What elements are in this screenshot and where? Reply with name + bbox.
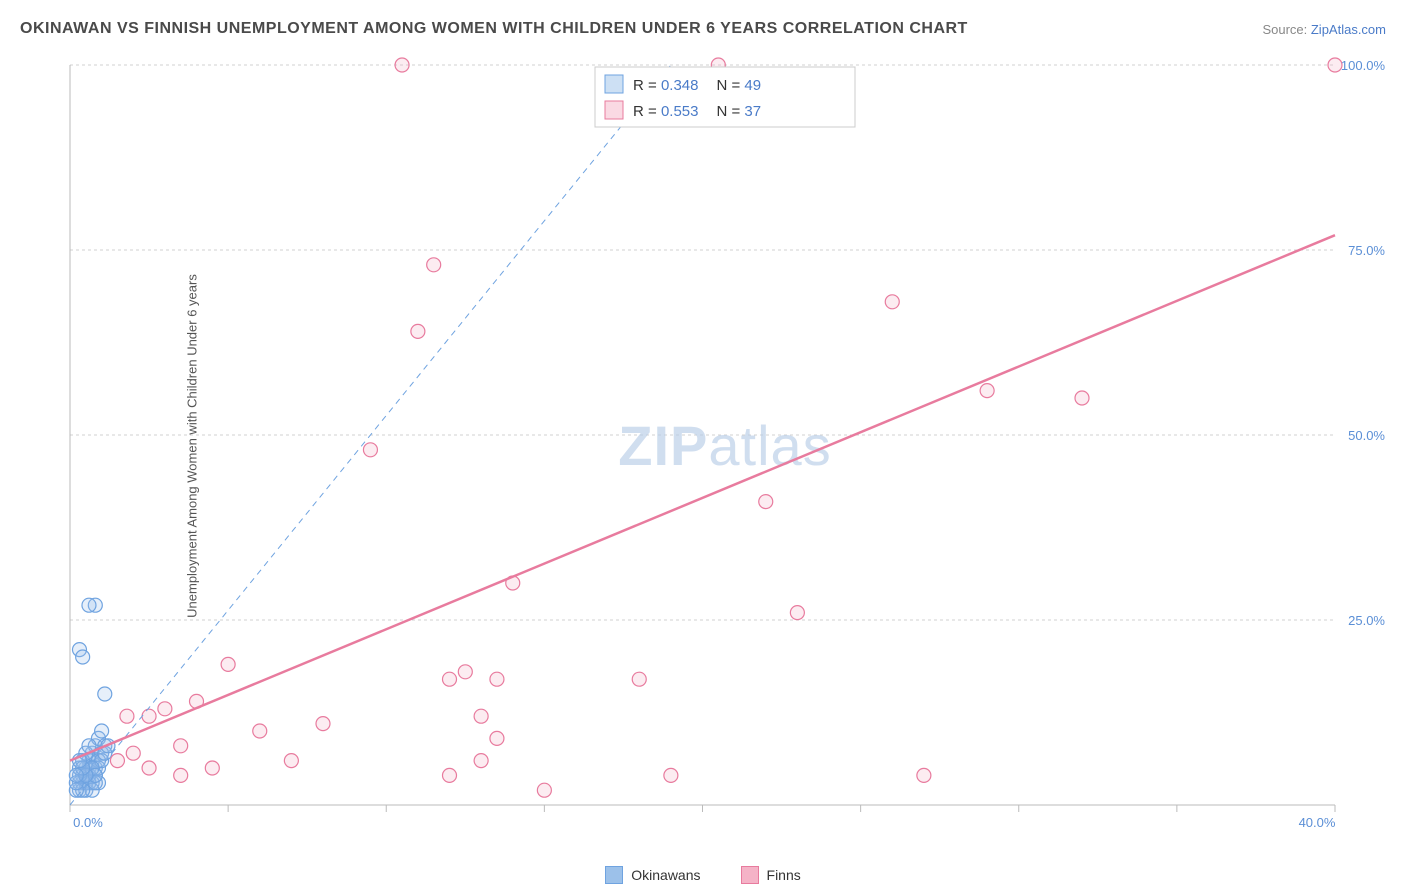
data-point-finns[interactable]	[1075, 391, 1089, 405]
legend-label-okinawans: Okinawans	[631, 867, 700, 883]
data-point-finns[interactable]	[759, 495, 773, 509]
data-point-finns[interactable]	[790, 606, 804, 620]
data-point-finns[interactable]	[458, 665, 472, 679]
header-row: OKINAWAN VS FINNISH UNEMPLOYMENT AMONG W…	[20, 20, 1386, 38]
data-point-finns[interactable]	[316, 717, 330, 731]
data-point-finns[interactable]	[885, 295, 899, 309]
data-point-okinawans[interactable]	[76, 650, 90, 664]
legend-item-finns[interactable]: Finns	[741, 866, 801, 884]
data-point-finns[interactable]	[284, 754, 298, 768]
data-point-finns[interactable]	[537, 783, 551, 797]
data-point-finns[interactable]	[158, 702, 172, 716]
watermark-rest: atlas	[708, 414, 831, 477]
bottom-legend: Okinawans Finns	[0, 866, 1406, 884]
data-point-finns[interactable]	[142, 709, 156, 723]
legend-label-finns: Finns	[767, 867, 801, 883]
data-point-finns[interactable]	[142, 761, 156, 775]
data-point-finns[interactable]	[917, 768, 931, 782]
watermark-bold: ZIP	[618, 414, 708, 477]
svg-text:75.0%: 75.0%	[1348, 243, 1385, 258]
data-point-finns[interactable]	[664, 768, 678, 782]
data-point-finns[interactable]	[120, 709, 134, 723]
data-point-finns[interactable]	[174, 768, 188, 782]
gridlines	[70, 65, 1335, 620]
data-point-finns[interactable]	[474, 709, 488, 723]
svg-text:R = 0.553N = 37: R = 0.553N = 37	[633, 103, 761, 120]
data-point-finns[interactable]	[427, 258, 441, 272]
data-point-finns[interactable]	[205, 761, 219, 775]
data-point-finns[interactable]	[110, 754, 124, 768]
data-point-okinawans[interactable]	[95, 724, 109, 738]
data-point-finns[interactable]	[363, 443, 377, 457]
x-tick-labels: 0.0% 40.0%	[73, 815, 1336, 830]
data-point-okinawans[interactable]	[98, 687, 112, 701]
data-point-okinawans[interactable]	[69, 768, 83, 782]
stats-legend: R = 0.348N = 49 R = 0.553N = 37	[595, 67, 855, 127]
data-point-finns[interactable]	[253, 724, 267, 738]
data-point-finns[interactable]	[632, 672, 646, 686]
data-point-finns[interactable]	[1328, 58, 1342, 72]
svg-text:25.0%: 25.0%	[1348, 613, 1385, 628]
chart-title: OKINAWAN VS FINNISH UNEMPLOYMENT AMONG W…	[20, 20, 968, 38]
data-point-finns[interactable]	[443, 672, 457, 686]
watermark: ZIPatlas	[618, 414, 831, 477]
svg-text:40.0%: 40.0%	[1299, 815, 1336, 830]
data-point-finns[interactable]	[443, 768, 457, 782]
data-point-finns[interactable]	[221, 657, 235, 671]
source-label: Source:	[1262, 22, 1310, 37]
source-link[interactable]: ZipAtlas.com	[1311, 22, 1386, 37]
data-point-finns[interactable]	[174, 739, 188, 753]
data-point-finns[interactable]	[395, 58, 409, 72]
svg-text:100.0%: 100.0%	[1341, 58, 1386, 73]
source-attribution: Source: ZipAtlas.com	[1262, 22, 1386, 37]
data-point-finns[interactable]	[474, 754, 488, 768]
data-point-finns[interactable]	[411, 324, 425, 338]
data-point-finns[interactable]	[980, 384, 994, 398]
y-tick-labels: 25.0% 50.0% 75.0% 100.0%	[1341, 58, 1386, 628]
chart-area: ZIPatlas R = 0.348N = 49R = 0.553N = 37 …	[60, 55, 1390, 845]
svg-text:R = 0.348N = 49: R = 0.348N = 49	[633, 77, 761, 94]
trend-line-finns	[70, 235, 1335, 760]
data-point-finns[interactable]	[126, 746, 140, 760]
legend-swatch-finns	[741, 866, 759, 884]
svg-text:50.0%: 50.0%	[1348, 428, 1385, 443]
data-point-finns[interactable]	[490, 672, 504, 686]
legend-item-okinawans[interactable]: Okinawans	[605, 866, 700, 884]
scatter-plot: ZIPatlas R = 0.348N = 49R = 0.553N = 37 …	[60, 55, 1390, 845]
data-point-finns[interactable]	[490, 731, 504, 745]
svg-text:0.0%: 0.0%	[73, 815, 103, 830]
data-point-okinawans[interactable]	[82, 598, 96, 612]
legend-swatch-okinawans	[605, 866, 623, 884]
